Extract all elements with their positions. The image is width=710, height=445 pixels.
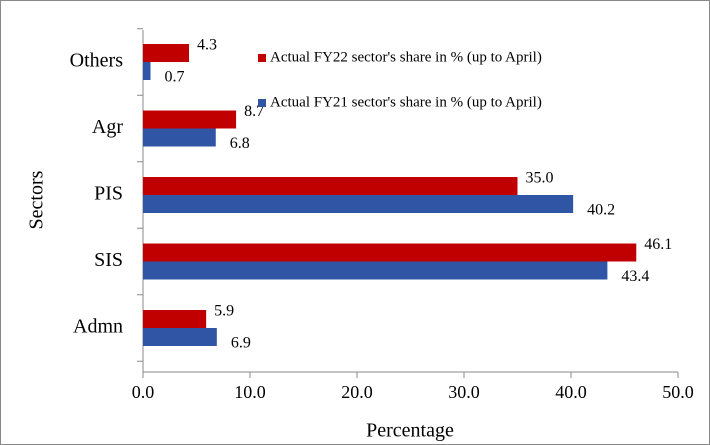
value-label: 46.1 [644,236,672,253]
y-tick-label: Others [70,50,124,72]
value-label: 6.8 [230,135,250,152]
x-tick-label: 20.0 [341,382,373,402]
value-label: 43.4 [621,268,649,285]
y-tick-label: Admn [73,316,123,338]
bar [143,195,574,213]
x-tick-label: 10.0 [234,382,266,402]
y-tick-label: SIS [94,249,123,271]
y-axis-label: Sectors [26,170,48,229]
value-label: 40.2 [587,202,615,219]
legend-swatch [258,54,266,62]
y-tick-label: Agr [92,116,123,138]
x-tick-label: 0.0 [132,382,155,402]
bar [143,110,237,129]
bar [143,62,151,80]
value-label: 8.7 [244,103,264,120]
value-label: 35.0 [526,170,554,187]
x-tick-label: 50.0 [662,382,694,402]
legend-label: Actual FY21 sector's share in % (up to A… [270,94,542,110]
y-tick-label: PIS [94,183,123,205]
value-label: 4.3 [197,37,217,54]
bar [143,261,608,280]
x-tick-label: 30.0 [448,382,480,402]
bar [143,310,207,328]
bar [143,128,216,147]
value-label: 0.7 [164,69,184,86]
bar [143,177,518,195]
x-axis-label: Percentage [366,420,454,442]
x-tick-label: 40.0 [555,382,587,402]
bar [143,44,190,62]
bar [143,243,637,262]
legend-swatch [258,99,266,107]
bar [143,328,217,346]
value-label: 5.9 [214,303,234,320]
value-label: 6.9 [231,335,251,352]
legend-label: Actual FY22 sector's share in % (up to A… [270,49,542,65]
